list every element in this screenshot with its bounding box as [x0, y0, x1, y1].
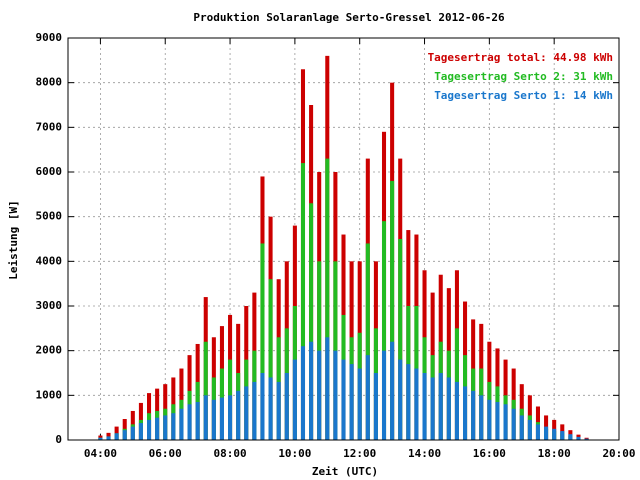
bar — [333, 350, 338, 440]
bar — [584, 438, 589, 440]
x-tick-label: 18:00 — [538, 447, 571, 460]
x-tick-label: 04:00 — [84, 447, 117, 460]
bar — [228, 395, 233, 440]
bar — [568, 434, 573, 440]
bar — [560, 431, 565, 440]
bar — [300, 346, 306, 440]
bar — [552, 428, 557, 440]
y-tick-label: 2000 — [36, 344, 63, 357]
y-tick-label: 5000 — [36, 210, 63, 223]
legend-entry: Tagesertrag Serto 2: 31 kWh — [434, 70, 613, 83]
bar — [438, 373, 443, 440]
bar — [527, 419, 532, 440]
bar — [203, 341, 208, 440]
y-tick-label: 6000 — [36, 165, 63, 178]
bar — [187, 404, 192, 440]
legend-entry: Tagesertrag total: 44.98 kWh — [428, 51, 613, 64]
y-tick-label: 4000 — [36, 254, 63, 267]
bar — [373, 373, 378, 440]
x-tick-label: 20:00 — [602, 447, 635, 460]
y-axis-label: Leistung [W] — [7, 200, 20, 279]
bar — [495, 402, 500, 440]
bar — [276, 381, 281, 440]
y-tick-label: 8000 — [36, 76, 63, 89]
bar — [325, 158, 330, 440]
plot-frame — [67, 37, 620, 441]
bar — [211, 399, 216, 440]
bar — [511, 408, 516, 440]
bar — [98, 437, 103, 440]
bar — [309, 203, 314, 440]
x-axis-label: Zeit (UTC) — [312, 465, 378, 478]
y-tick-label: 1000 — [36, 388, 63, 401]
bar — [244, 386, 249, 440]
bar — [446, 377, 451, 440]
bar — [357, 368, 362, 440]
bar — [155, 417, 160, 440]
bar — [325, 337, 330, 440]
x-tick-label: 14:00 — [408, 447, 441, 460]
bar — [381, 350, 387, 440]
bar — [535, 424, 540, 440]
bar — [365, 243, 370, 440]
bar — [422, 373, 427, 440]
bar — [430, 377, 435, 440]
bar — [179, 408, 184, 440]
bar — [236, 390, 241, 440]
bar — [130, 426, 135, 440]
bar — [349, 364, 354, 440]
bar — [454, 381, 459, 440]
bar — [203, 395, 208, 440]
bar — [171, 413, 176, 440]
bar — [317, 350, 322, 440]
bar — [147, 419, 152, 440]
legend-entry: Tagesertrag Serto 1: 14 kWh — [434, 89, 613, 102]
y-tick-label: 3000 — [36, 299, 63, 312]
bar — [260, 373, 265, 440]
bar — [122, 430, 127, 440]
bar — [414, 368, 419, 440]
bar — [519, 415, 524, 440]
x-tick-label: 12:00 — [343, 447, 376, 460]
bar — [268, 279, 273, 440]
bar — [138, 423, 143, 440]
bar — [471, 390, 476, 440]
bar — [576, 436, 581, 440]
bar — [260, 243, 265, 440]
bar — [114, 433, 119, 440]
bar — [219, 397, 224, 440]
bar — [398, 239, 403, 440]
bar — [390, 180, 395, 440]
bar — [487, 399, 492, 440]
y-tick-label: 7000 — [36, 120, 63, 133]
x-tick-label: 16:00 — [473, 447, 506, 460]
bar — [284, 373, 289, 440]
bar — [365, 355, 370, 440]
bar — [479, 395, 484, 440]
bar — [544, 426, 549, 440]
bar — [292, 359, 297, 440]
bar — [341, 359, 346, 440]
y-tick-label: 0 — [55, 433, 62, 446]
y-tick-label: 9000 — [36, 31, 63, 44]
bar — [381, 221, 387, 440]
bar — [195, 402, 200, 440]
bar — [503, 404, 508, 440]
chart-title: Produktion Solaranlage Serto-Gressel 201… — [193, 11, 505, 24]
bar — [163, 415, 168, 440]
x-tick-label: 06:00 — [149, 447, 182, 460]
bar — [309, 341, 314, 440]
bar — [300, 163, 306, 441]
x-tick-label: 10:00 — [278, 447, 311, 460]
bar — [268, 377, 273, 440]
x-tick-label: 08:00 — [213, 447, 246, 460]
bar — [406, 364, 411, 440]
bar — [398, 359, 403, 440]
bar — [252, 381, 257, 440]
bar — [106, 436, 111, 440]
bar — [463, 386, 468, 440]
bar — [390, 341, 395, 440]
